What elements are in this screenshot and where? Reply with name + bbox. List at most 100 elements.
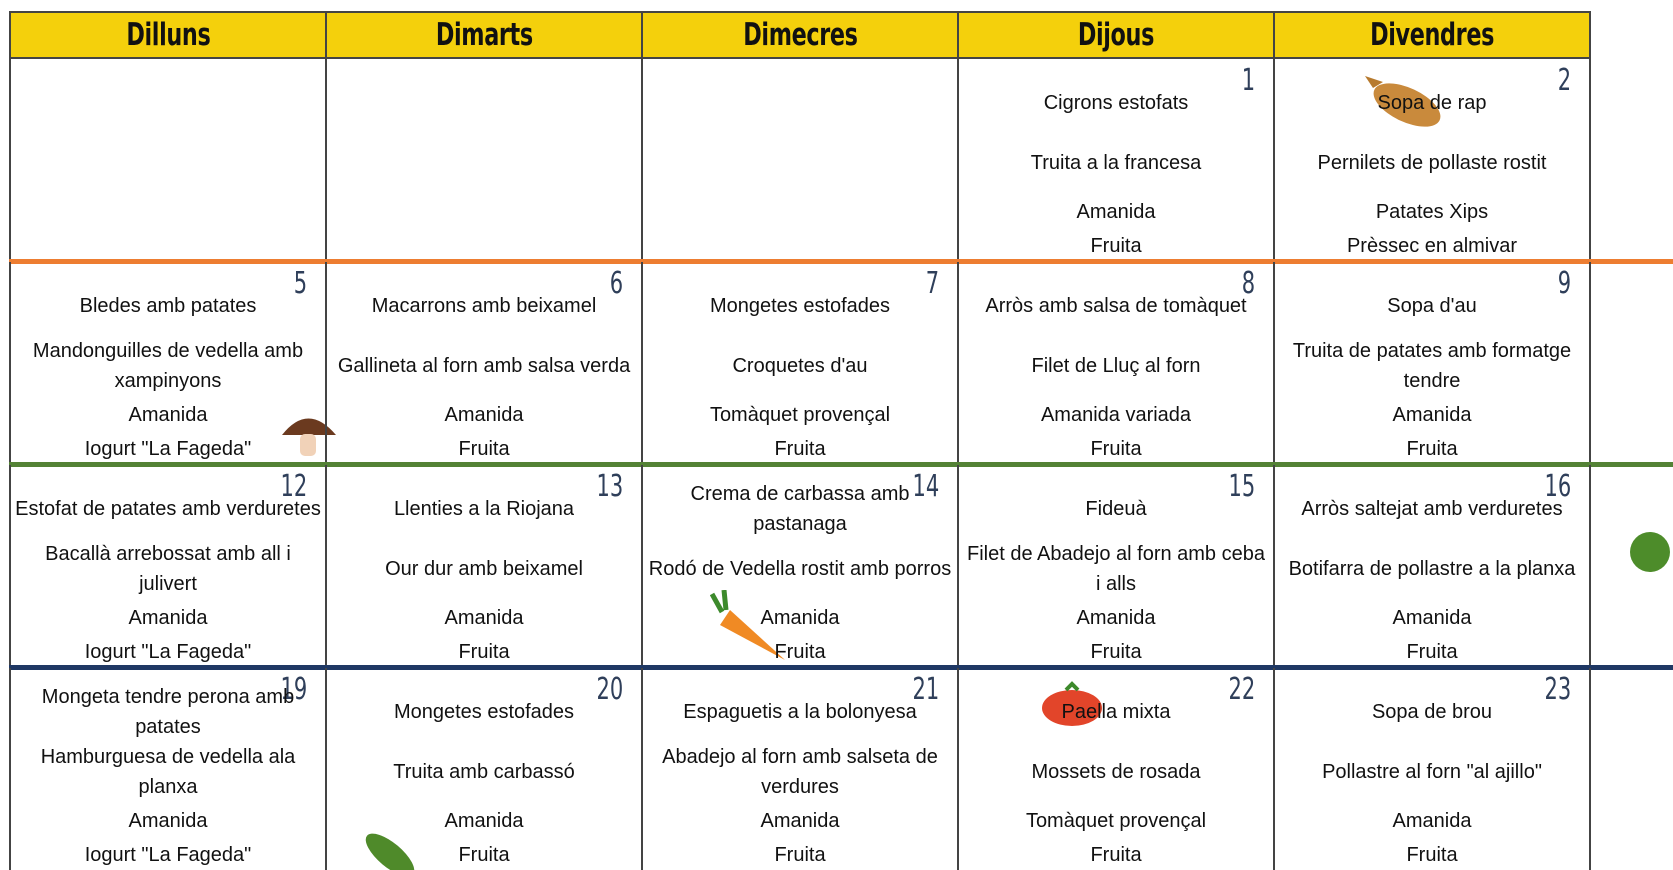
day-number: 20 [596, 672, 623, 707]
day-cell: 16 Arròs saltejat amb verduretes Botifarra… [1273, 465, 1591, 668]
dish: Our dur amb beixamel [385, 558, 583, 580]
day-number: 16 [1544, 469, 1571, 504]
day-name: Dimarts [435, 17, 533, 53]
dish-list: Estofat de patates amb verduretes Bacallà… [11, 479, 325, 667]
dish: Hamburguesa de vedella ala planxa [40, 746, 296, 798]
dish: Fruita [1090, 641, 1142, 663]
dish: Mossets de rosada [1031, 761, 1201, 783]
dish-list: Arròs amb salsa de tomàquet Filet de Lluç… [959, 276, 1273, 464]
dish: Amanida [444, 810, 524, 832]
dish-list: Crema de carbassa amb pastanaga Rodó de V… [643, 479, 957, 667]
day-cell: 14 Crema de carbassa amb pastanaga Rodó de… [641, 465, 959, 668]
dish-list: Sopa d'au Truita de patates amb formatge … [1275, 276, 1589, 464]
carrot-icon [710, 590, 785, 660]
dish: Llenties a la Riojana [393, 498, 575, 520]
dish: Tomàquet provençal [709, 404, 891, 426]
dish: Amanida [128, 810, 208, 832]
day-cell: 19 Mongeta tendre perona amb patates Hambu… [9, 668, 327, 870]
day-cell: 8 Arròs amb salsa de tomàquet Filet de Llu… [957, 262, 1275, 465]
dish: Amanida [1076, 607, 1156, 629]
mushroom-icon [282, 418, 336, 456]
dish-list: Cigrons estofats Truita a la francesa Aman… [959, 73, 1273, 261]
dish: Croquetes d'au [732, 355, 868, 377]
dish: Mongetes estofades [393, 701, 575, 723]
dish-list: Sopa de rap Pernilets de pollaste rostit P… [1275, 73, 1589, 261]
day-number: 13 [596, 469, 623, 504]
day-cell: 23 Sopa de brou Pollastre al forn "al ajil… [1273, 668, 1591, 870]
dish-list: Mongeta tendre perona amb patates Hamburg… [11, 682, 325, 870]
day-cell: 20 Mongetes estofades Truita amb carbassó A… [325, 668, 643, 870]
dish: Fruita [458, 438, 510, 460]
dish-list: Espaguetis a la bolonyesa Abadejo al forn… [643, 682, 957, 870]
dish: Tomàquet provençal [1025, 810, 1207, 832]
dish: Prèssec en almivar [1346, 235, 1518, 257]
dish: Bledes amb patates [79, 295, 257, 317]
dish: Gallineta al forn amb salsa verda [337, 355, 631, 377]
dish: Truita amb carbassó [393, 761, 575, 783]
dish: Mongetes estofades [709, 295, 891, 317]
day-cell: 22 Paella mixta Mossets de rosada Tomàquet … [957, 668, 1275, 870]
day-number: 12 [280, 469, 307, 504]
day-number: 5 [293, 266, 307, 301]
day-cell: 9 Sopa d'au Truita de patates amb formatge… [1273, 262, 1591, 465]
dish: Paella mixta [1061, 701, 1171, 723]
dish: Amanida [1392, 404, 1472, 426]
day-number: 19 [280, 672, 307, 707]
dish: Bacallà arrebossat amb all i julivert [45, 543, 291, 595]
dish: Truita de patates amb formatge tendre [1292, 340, 1572, 392]
dish: Amanida [1392, 607, 1472, 629]
dish: Iogurt "La Fageda" [84, 844, 252, 866]
dish: Arròs saltejat amb verduretes [1301, 498, 1563, 520]
dish: Fideuà [1085, 498, 1147, 520]
dish: Fruita [1090, 235, 1142, 257]
day-number: 2 [1557, 63, 1571, 98]
day-header: Dimecres [641, 11, 959, 59]
dish: Sopa d'au [1387, 295, 1477, 317]
dish: Filet de Abadejo al forn amb ceba i alls [967, 543, 1265, 595]
dish-list: Sopa de brou Pollastre al forn "al ajillo… [1275, 682, 1589, 870]
dish-list [11, 73, 325, 261]
dish: Mandonguilles de vedella amb xampinyons [32, 340, 304, 392]
dish: Iogurt "La Fageda" [84, 438, 252, 460]
dish: Sopa de brou [1371, 701, 1493, 723]
day-cell: 6 Macarrons amb beixamel Gallineta al forn… [325, 262, 643, 465]
dish: Patates Xips [1375, 201, 1489, 223]
dish-list: Fideuà Filet de Abadejo al forn amb ceba … [959, 479, 1273, 667]
day-name: Divendres [1370, 17, 1494, 53]
day-cell: 1 Cigrons estofats Truita a la francesa Ama… [957, 59, 1275, 262]
dish: Arròs amb salsa de tomàquet [985, 295, 1247, 317]
day-cell: 15 Fideuà Filet de Abadejo al forn amb ceb… [957, 465, 1275, 668]
day-number: 14 [912, 469, 939, 504]
day-cell: 2 Sopa de rap Pernilets de pollaste rostit… [1273, 59, 1591, 262]
dish: Fruita [774, 844, 826, 866]
dish: Fruita [1406, 844, 1458, 866]
dish: Amanida [760, 607, 840, 629]
dish: Fruita [1090, 844, 1142, 866]
week-separator [9, 259, 1673, 264]
dish: Amanida [760, 810, 840, 832]
day-cell: 13 Llenties a la Riojana Our dur amb beixa… [325, 465, 643, 668]
dish: Amanida [444, 607, 524, 629]
dish: Estofat de patates amb verduretes [15, 498, 321, 520]
day-number: 22 [1228, 672, 1255, 707]
dish: Pollastre al forn "al ajillo" [1322, 761, 1542, 783]
tomato-icon [1042, 681, 1102, 726]
day-cell [9, 59, 327, 262]
dish: Fruita [774, 641, 826, 663]
dish-list: Llenties a la Riojana Our dur amb beixame… [327, 479, 641, 667]
dish-list: Arròs saltejat amb verduretes Botifarra d… [1275, 479, 1589, 667]
dish-list: Mongetes estofades Croquetes d'au Tomàquet… [643, 276, 957, 464]
day-number: 1 [1241, 63, 1255, 98]
day-cell [325, 59, 643, 262]
day-header: Dimarts [325, 11, 643, 59]
day-cell: 21 Espaguetis a la bolonyesa Abadejo al fo… [641, 668, 959, 870]
dish: Iogurt "La Fageda" [84, 641, 252, 663]
dish: Pernilets de pollaste rostit [1317, 152, 1547, 174]
broccoli-icon [1630, 532, 1670, 572]
fish-icon [1365, 76, 1441, 127]
day-number: 7 [925, 266, 939, 301]
day-header: Dijous [957, 11, 1275, 59]
day-header: Dilluns [9, 11, 327, 59]
dish: Abadejo al forn amb salseta de verdures [662, 746, 938, 798]
